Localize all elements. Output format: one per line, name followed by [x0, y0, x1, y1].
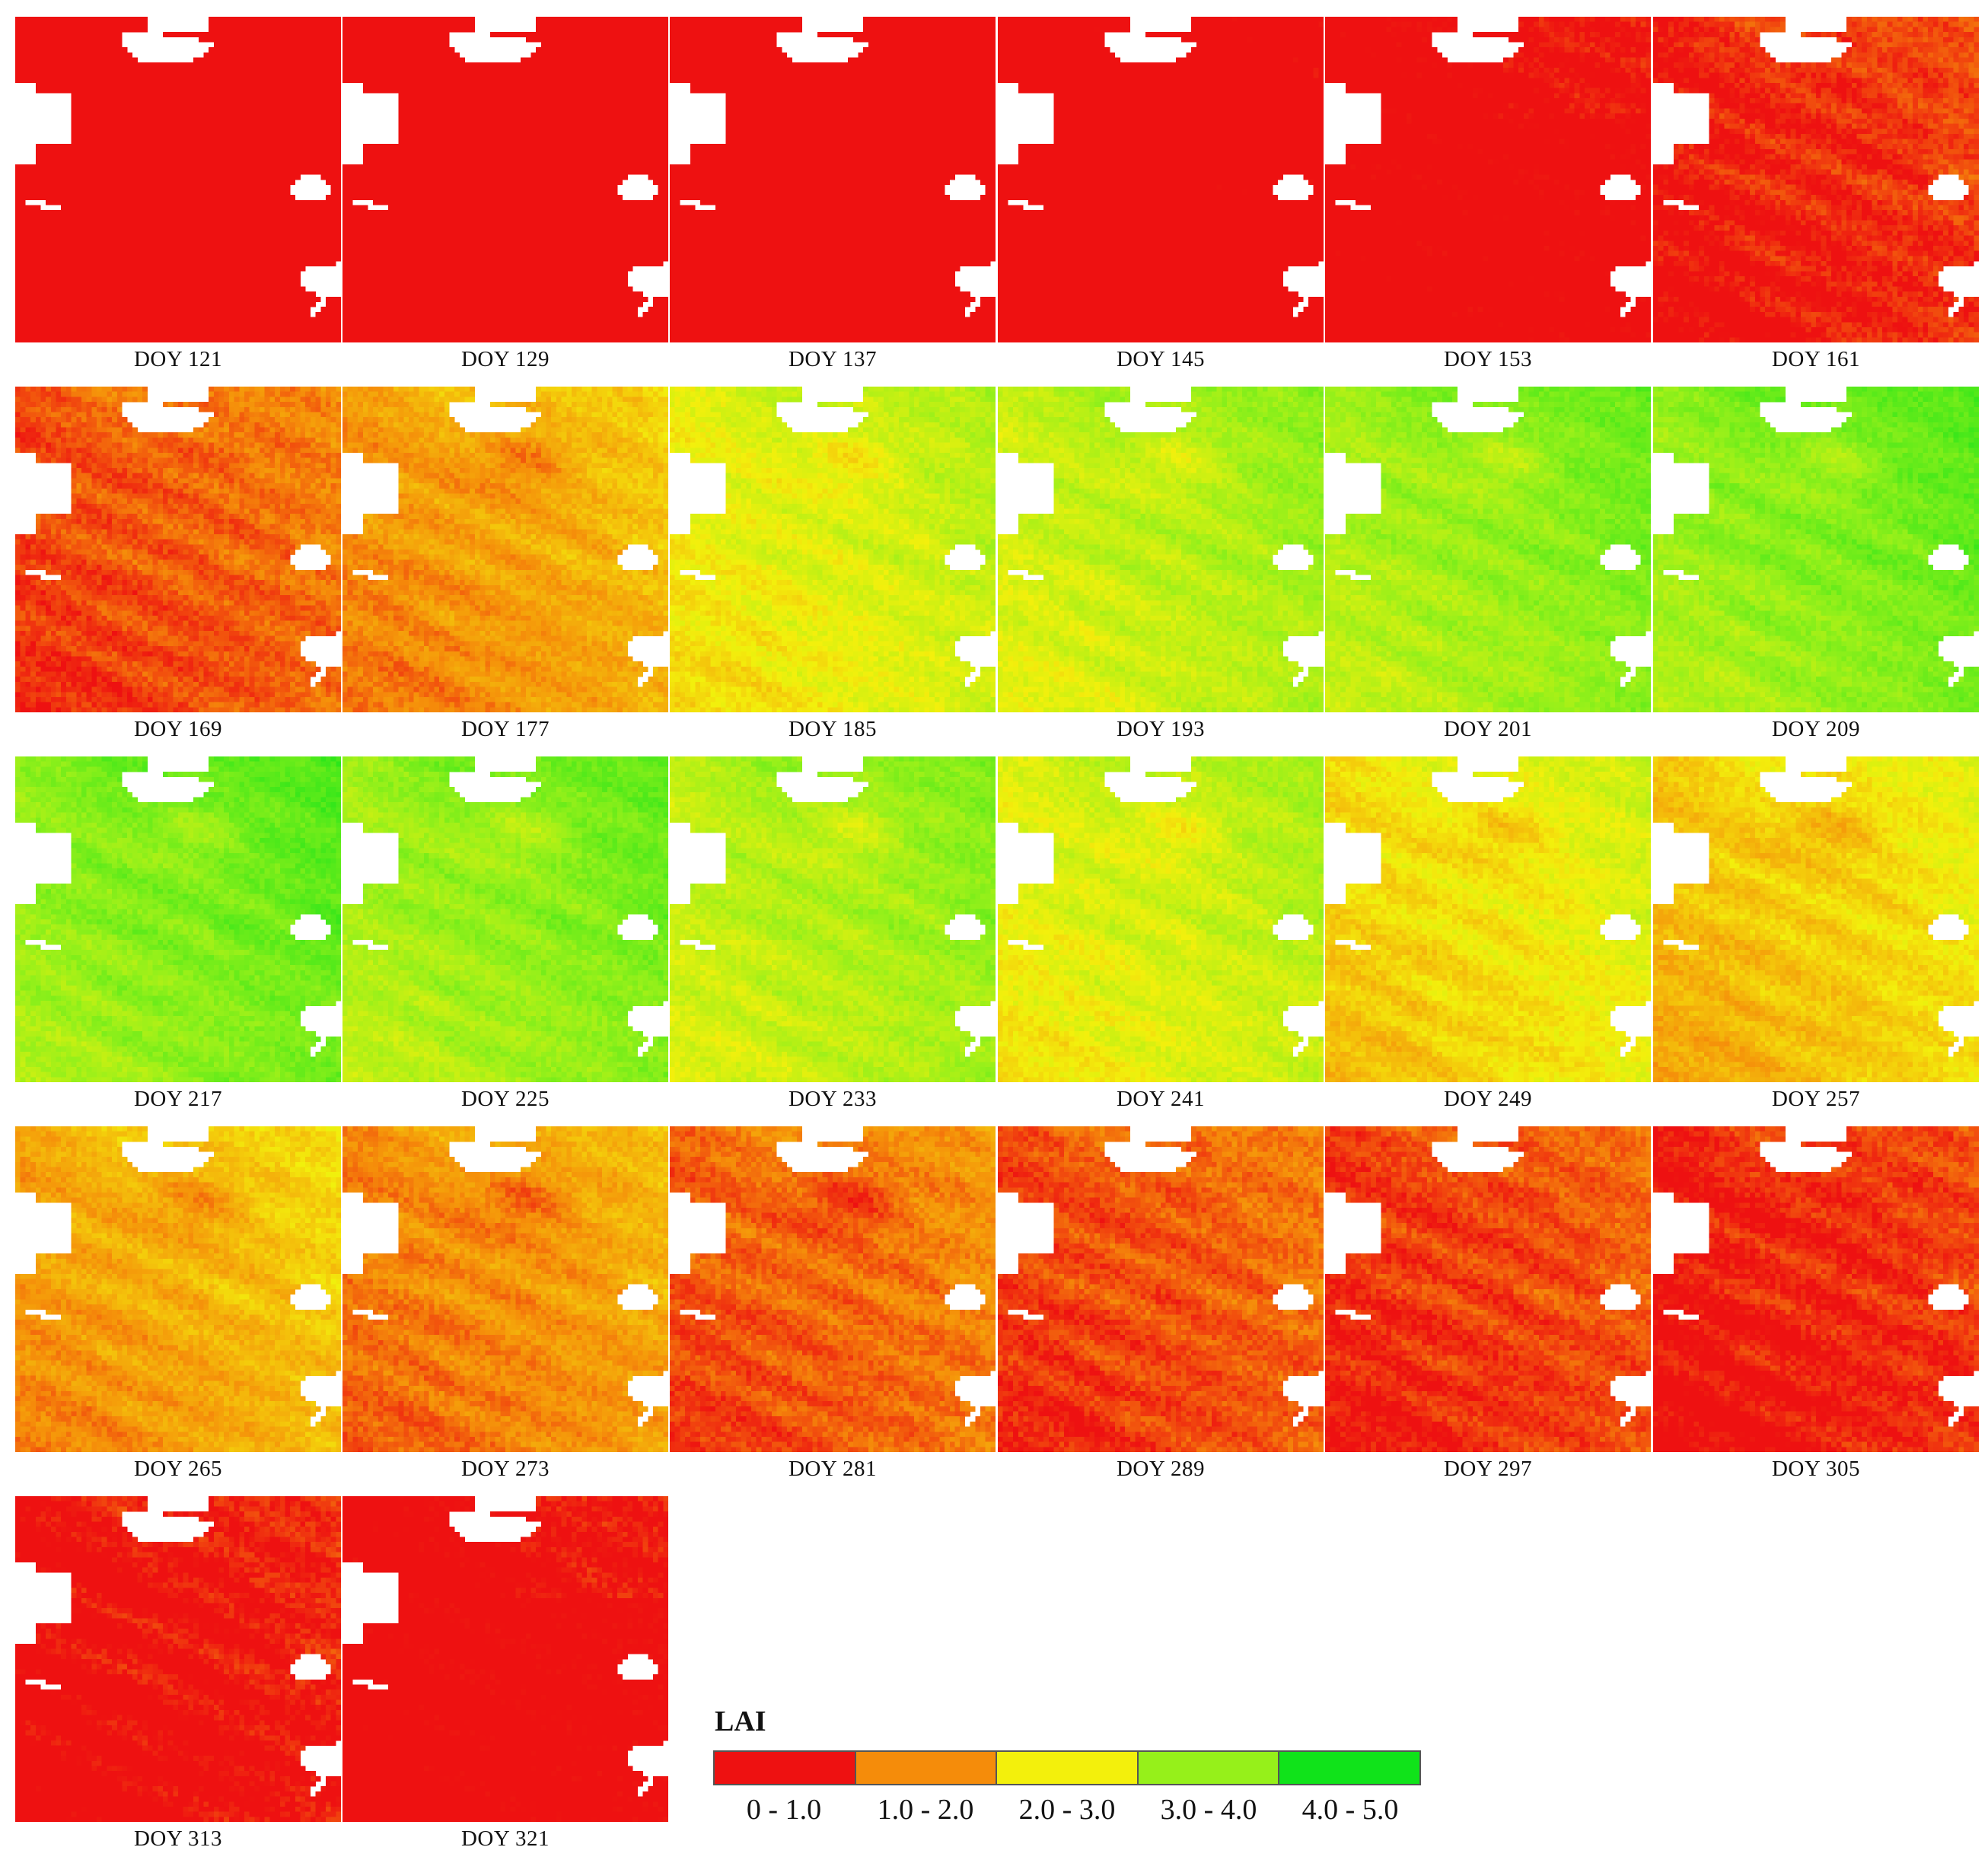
legend-label-2-3: 2.0 - 3.0 — [996, 1793, 1138, 1826]
lai-map-panel: DOY 249 — [1325, 756, 1651, 1122]
doy-label: DOY 121 — [15, 347, 341, 372]
lai-raster-map — [670, 17, 996, 342]
lai-map-panel: DOY 241 — [998, 756, 1324, 1122]
lai-raster-map — [670, 387, 996, 712]
lai-map-panel: DOY 313 — [15, 1496, 341, 1861]
doy-label: DOY 137 — [670, 347, 996, 372]
doy-label: DOY 289 — [998, 1457, 1324, 1482]
lai-map-panel: DOY 145 — [998, 17, 1324, 382]
lai-map-panel: DOY 289 — [998, 1126, 1324, 1492]
doy-label: DOY 217 — [15, 1087, 341, 1112]
lai-map-panel: DOY 225 — [342, 756, 668, 1122]
lai-raster-map — [15, 1126, 341, 1452]
lai-map-panel: DOY 121 — [15, 17, 341, 382]
legend-label-1-2: 1.0 - 2.0 — [855, 1793, 996, 1826]
legend-label-0-1: 0 - 1.0 — [713, 1793, 855, 1826]
lai-map-panel: DOY 209 — [1653, 387, 1979, 752]
doy-label: DOY 225 — [342, 1087, 668, 1112]
doy-label: DOY 145 — [998, 347, 1324, 372]
legend-label-3-4: 3.0 - 4.0 — [1138, 1793, 1279, 1826]
lai-raster-map — [670, 756, 996, 1082]
lai-raster-map — [998, 387, 1324, 712]
lai-map-panel: DOY 233 — [670, 756, 996, 1122]
legend-swatch-3-4 — [1139, 1752, 1280, 1784]
doy-label: DOY 249 — [1325, 1087, 1651, 1112]
lai-map-panel: DOY 177 — [342, 387, 668, 752]
doy-label: DOY 305 — [1653, 1457, 1979, 1482]
lai-raster-map — [342, 17, 668, 342]
lai-raster-map — [1325, 17, 1651, 342]
doy-label: DOY 161 — [1653, 347, 1979, 372]
lai-raster-map — [15, 387, 341, 712]
lai-map-panel: DOY 217 — [15, 756, 341, 1122]
lai-raster-map — [1653, 17, 1979, 342]
lai-map-panel: DOY 193 — [998, 387, 1324, 752]
lai-raster-map — [670, 1126, 996, 1452]
doy-label: DOY 313 — [15, 1826, 341, 1852]
doy-label: DOY 265 — [15, 1457, 341, 1482]
doy-label: DOY 193 — [998, 717, 1324, 742]
legend-swatch-2-3 — [997, 1752, 1139, 1784]
doy-label: DOY 321 — [342, 1826, 668, 1852]
lai-raster-map — [342, 756, 668, 1082]
lai-raster-map — [15, 756, 341, 1082]
doy-label: DOY 209 — [1653, 717, 1979, 742]
lai-raster-map — [1653, 756, 1979, 1082]
legend-swatch-0-1 — [715, 1752, 856, 1784]
legend-labels: 0 - 1.0 1.0 - 2.0 2.0 - 3.0 3.0 - 4.0 4.… — [713, 1793, 1421, 1826]
lai-raster-map — [1325, 387, 1651, 712]
lai-raster-map — [15, 1496, 341, 1822]
lai-legend: LAI 0 - 1.0 1.0 - 2.0 2.0 - 3.0 3.0 - 4.… — [713, 1705, 1429, 1834]
lai-map-panel: DOY 273 — [342, 1126, 668, 1492]
lai-raster-map — [1653, 387, 1979, 712]
legend-color-bar — [713, 1750, 1421, 1785]
lai-map-panel: DOY 297 — [1325, 1126, 1651, 1492]
lai-raster-map — [342, 1496, 668, 1822]
lai-raster-map — [342, 1126, 668, 1452]
doy-label: DOY 297 — [1325, 1457, 1651, 1482]
doy-label: DOY 153 — [1325, 347, 1651, 372]
doy-label: DOY 233 — [670, 1087, 996, 1112]
doy-label: DOY 169 — [15, 717, 341, 742]
lai-raster-map — [1325, 756, 1651, 1082]
doy-label: DOY 177 — [342, 717, 668, 742]
lai-raster-map — [342, 387, 668, 712]
legend-label-4-5: 4.0 - 5.0 — [1279, 1793, 1421, 1826]
lai-raster-map — [1653, 1126, 1979, 1452]
lai-raster-map — [998, 1126, 1324, 1452]
legend-swatch-4-5 — [1279, 1752, 1419, 1784]
doy-label: DOY 281 — [670, 1457, 996, 1482]
lai-map-panel: DOY 129 — [342, 17, 668, 382]
doy-label: DOY 201 — [1325, 717, 1651, 742]
lai-map-panel: DOY 161 — [1653, 17, 1979, 382]
lai-raster-map — [998, 756, 1324, 1082]
lai-map-panel: DOY 153 — [1325, 17, 1651, 382]
doy-label: DOY 241 — [998, 1087, 1324, 1112]
lai-map-panel: DOY 257 — [1653, 756, 1979, 1122]
lai-map-panel: DOY 137 — [670, 17, 996, 382]
doy-label: DOY 273 — [342, 1457, 668, 1482]
lai-map-panel: DOY 169 — [15, 387, 341, 752]
lai-raster-map — [998, 17, 1324, 342]
lai-map-panel: DOY 201 — [1325, 387, 1651, 752]
lai-map-panel: DOY 265 — [15, 1126, 341, 1492]
lai-raster-map — [15, 17, 341, 342]
lai-map-panel: DOY 321 — [342, 1496, 668, 1861]
lai-map-panel: DOY 305 — [1653, 1126, 1979, 1492]
doy-label: DOY 185 — [670, 717, 996, 742]
doy-label: DOY 129 — [342, 347, 668, 372]
lai-map-panel: DOY 281 — [670, 1126, 996, 1492]
doy-label: DOY 257 — [1653, 1087, 1979, 1112]
legend-title: LAI — [715, 1705, 766, 1738]
legend-swatch-1-2 — [856, 1752, 998, 1784]
lai-map-panel: DOY 185 — [670, 387, 996, 752]
lai-raster-map — [1325, 1126, 1651, 1452]
